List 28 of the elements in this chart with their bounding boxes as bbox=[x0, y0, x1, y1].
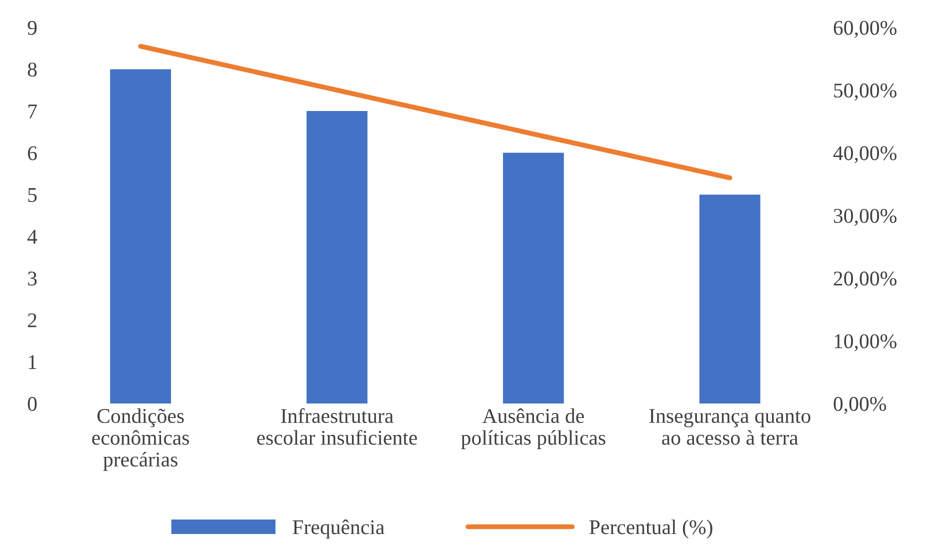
y-tick-label: 7 bbox=[28, 104, 37, 118]
y-tick-label: 0 bbox=[28, 396, 37, 411]
legend-label: Frequência bbox=[292, 520, 384, 538]
legend-label: Percentual (%) bbox=[589, 520, 712, 538]
y2-tick-label: 30,00% bbox=[834, 208, 896, 226]
y-tick-label: 4 bbox=[27, 230, 38, 244]
y-tick-label: 9 bbox=[28, 20, 37, 35]
y2-tick-label: 20,00% bbox=[834, 272, 896, 289]
line-series bbox=[138, 44, 732, 180]
y-tick-label: 3 bbox=[28, 272, 37, 286]
bar bbox=[699, 194, 760, 404]
y2-tick-label: 10,00% bbox=[834, 334, 896, 352]
y-tick-label: 5 bbox=[28, 188, 37, 202]
y-tick-label: 8 bbox=[28, 62, 37, 77]
x-tick-label: Ausência de políticas públicas bbox=[461, 408, 606, 450]
y-tick-label: 2 bbox=[28, 313, 36, 328]
y2-tick-label: 50,00% bbox=[834, 84, 896, 101]
y-tick-label: 1 bbox=[28, 355, 36, 369]
bar bbox=[502, 152, 564, 404]
y-tick-label: 6 bbox=[28, 146, 37, 160]
y2-tick-label: 60,00% bbox=[834, 20, 896, 38]
bar bbox=[110, 69, 172, 404]
x-tick-label: Insegurança quanto ao acesso à terra bbox=[649, 409, 810, 445]
y2-tick-label: 0,00% bbox=[834, 396, 886, 414]
bar bbox=[306, 111, 368, 404]
y2-tick-label: 40,00% bbox=[833, 146, 896, 164]
x-tick-label: Condições econômicas precárias bbox=[92, 408, 189, 471]
x-tick-label: Infraestrutura escolar insuficiente bbox=[257, 408, 417, 445]
